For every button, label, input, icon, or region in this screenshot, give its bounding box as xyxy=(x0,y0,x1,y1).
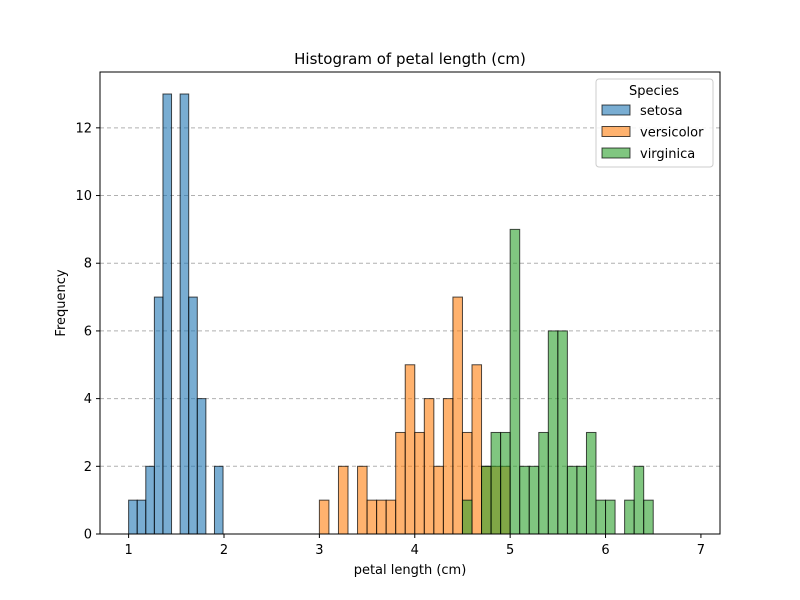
histogram-bar-versicolor xyxy=(376,499,387,535)
legend-items: setosa versicolor virginica xyxy=(601,104,704,162)
histogram-bar-setosa xyxy=(153,296,164,535)
histogram-bar-versicolor xyxy=(404,364,416,535)
histogram-bar-setosa xyxy=(162,93,173,535)
histogram-bar-setosa xyxy=(188,296,198,535)
y-tick-label: 4 xyxy=(84,392,92,407)
histogram-bar-virginica xyxy=(595,499,607,535)
legend-label-setosa: setosa xyxy=(640,104,683,119)
histogram-bar-versicolor xyxy=(318,499,330,535)
histogram-bar-virginica xyxy=(509,228,521,535)
y-tick-label: 0 xyxy=(84,528,92,543)
histogram-bar-virginica xyxy=(566,465,578,535)
histogram-bar-setosa xyxy=(145,465,155,535)
x-tick-label: 3 xyxy=(315,543,323,558)
legend: Species setosa versicolor virginica xyxy=(595,78,714,168)
legend-label-versicolor: versicolor xyxy=(640,126,704,141)
histogram-bar-virginica xyxy=(519,465,530,535)
x-tick-label: 4 xyxy=(411,543,419,558)
histogram-bar-virginica xyxy=(481,465,492,535)
histogram-bar-virginica xyxy=(547,330,559,535)
legend-label-virginica: virginica xyxy=(640,147,695,162)
histogram-bar-virginica xyxy=(538,431,549,535)
histogram-bar-virginica xyxy=(528,465,540,535)
x-axis-label: petal length (cm) xyxy=(354,563,467,578)
histogram-bar-virginica xyxy=(500,431,511,535)
histogram-bar-setosa xyxy=(136,499,147,535)
legend-box xyxy=(595,78,714,168)
histogram-bar-versicolor xyxy=(385,499,397,535)
histogram-bar-versicolor xyxy=(442,398,454,535)
plot-frame xyxy=(99,71,721,535)
histogram-bar-setosa xyxy=(213,465,224,535)
histogram-bar-versicolor xyxy=(452,296,463,535)
histogram-bar-versicolor xyxy=(366,499,378,535)
histogram-bars xyxy=(128,93,654,535)
histogram-bar-versicolor xyxy=(423,398,435,535)
y-tick-label: 12 xyxy=(75,121,92,136)
chart-title: Histogram of petal length (cm) xyxy=(294,50,526,68)
histogram-bar-setosa xyxy=(196,398,207,535)
legend-swatch-setosa xyxy=(601,104,631,116)
x-tick-label: 5 xyxy=(506,543,514,558)
histogram-bar-virginica xyxy=(633,465,645,535)
x-tick-label: 1 xyxy=(124,543,132,558)
histogram-bar-virginica xyxy=(643,499,654,535)
histogram-bar-versicolor xyxy=(337,465,349,535)
histogram-bar-versicolor xyxy=(395,431,406,535)
y-tick-label: 10 xyxy=(75,189,92,204)
y-tick-label: 2 xyxy=(84,460,92,475)
histogram-bar-versicolor xyxy=(414,431,425,535)
legend-swatch-virginica xyxy=(601,147,631,159)
x-tick-label: 2 xyxy=(220,543,228,558)
y-tick-label: 6 xyxy=(84,324,92,339)
legend-swatch-versicolor xyxy=(601,126,631,137)
y-tick-label: 8 xyxy=(84,257,92,272)
histogram-bar-virginica xyxy=(585,431,597,535)
histogram-bar-virginica xyxy=(557,330,568,535)
x-tick-label: 6 xyxy=(601,543,609,558)
histogram-bar-virginica xyxy=(490,431,502,535)
histogram-bar-setosa xyxy=(179,93,190,535)
histogram-bar-virginica xyxy=(461,499,473,535)
histogram-bar-versicolor xyxy=(357,465,368,535)
histogram-bar-versicolor xyxy=(471,364,483,535)
histogram-bar-versicolor xyxy=(433,465,444,535)
histogram-bar-virginica xyxy=(576,465,587,535)
legend-title: Species xyxy=(629,84,679,99)
y-axis-label: Frequency xyxy=(54,269,69,336)
histogram-bar-virginica xyxy=(605,499,616,535)
x-tick-label: 7 xyxy=(697,543,705,558)
histogram-bar-setosa xyxy=(128,499,138,535)
histogram-bar-virginica xyxy=(624,499,635,535)
